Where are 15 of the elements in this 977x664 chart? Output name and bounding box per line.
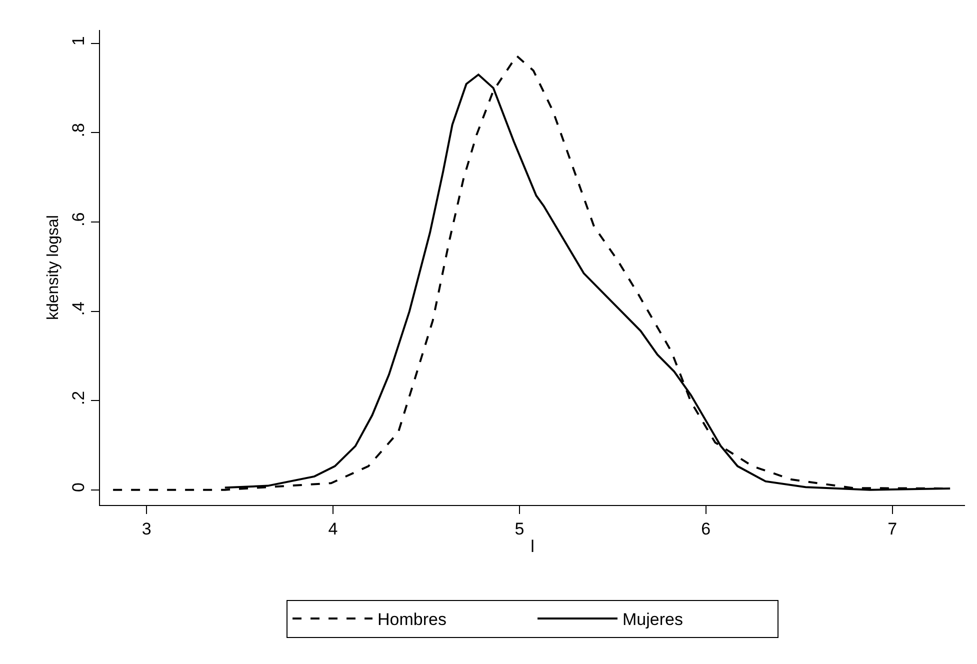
y-tick-label: .8 (69, 123, 88, 138)
y-axis-title: kdensity logsal (45, 215, 62, 320)
y-tick-label: .6 (69, 212, 88, 227)
x-axis-title: l (530, 536, 534, 556)
y-tick-label: .4 (69, 302, 88, 316)
y-tick-label: 1 (69, 36, 88, 46)
legend-label: Hombres (378, 610, 446, 630)
legend-label: Mujeres (622, 610, 683, 630)
x-tick-label: 6 (701, 519, 711, 538)
x-tick-label: 4 (328, 519, 338, 538)
x-tick-label: 3 (142, 519, 152, 538)
y-tick-label: 0 (69, 482, 88, 492)
y-tick-label: .2 (69, 390, 88, 406)
x-tick-label: 7 (888, 519, 898, 538)
x-tick-label: 5 (514, 519, 524, 538)
